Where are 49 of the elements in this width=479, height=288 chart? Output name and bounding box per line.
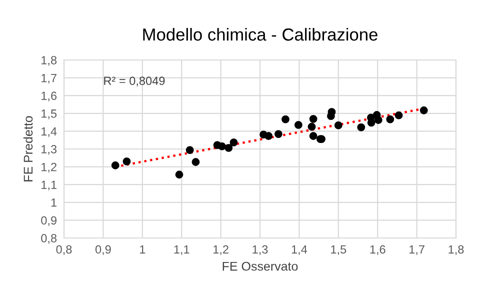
point xyxy=(394,111,403,120)
x-tick-label: 1,2 xyxy=(213,245,228,256)
point xyxy=(111,161,120,170)
y-tick-label: 1 xyxy=(51,198,56,207)
point xyxy=(274,130,282,138)
point xyxy=(334,121,342,130)
y-tick-label: 1,7 xyxy=(42,74,56,84)
point xyxy=(386,115,394,124)
x-tick-label: 1,3 xyxy=(252,245,268,256)
point xyxy=(420,106,428,114)
x-tick-label: 0,8 xyxy=(56,245,72,256)
y-tick-label: 1,6 xyxy=(42,92,57,102)
y-tick-label: 1,4 xyxy=(42,127,57,137)
point xyxy=(122,158,131,166)
x-tick-label: 1,7 xyxy=(409,245,424,256)
point xyxy=(309,114,318,123)
x-tick-label: 1 xyxy=(140,245,146,254)
point xyxy=(309,132,318,140)
point xyxy=(357,123,366,132)
y-tick-label: 1,3 xyxy=(42,145,57,155)
x-tick-label: 1,8 xyxy=(448,245,464,256)
x-tick-label: 1,5 xyxy=(331,245,346,256)
x-tick-label: 0,9 xyxy=(95,245,111,256)
chart-title: Modello chimica - Calibrazione xyxy=(143,28,378,41)
point xyxy=(218,142,226,150)
annotation: R² = 0,8049 xyxy=(104,76,165,86)
x-axis-title: FE Osservato xyxy=(222,262,298,271)
point xyxy=(192,158,200,166)
point xyxy=(294,121,302,129)
y-tick-label: 0,8 xyxy=(41,234,57,244)
y-tick-label: 1,2 xyxy=(42,162,56,173)
point xyxy=(308,122,316,131)
point xyxy=(374,116,382,124)
point xyxy=(264,132,273,140)
point xyxy=(186,146,194,154)
y-tick-label: 1,1 xyxy=(42,180,56,190)
y-tick-label: 1,8 xyxy=(42,56,57,66)
point xyxy=(175,170,184,179)
point xyxy=(224,144,233,152)
x-tick-label: 1,6 xyxy=(370,245,386,256)
y-tick-label: 1,5 xyxy=(42,110,57,120)
x-tick-label: 1,4 xyxy=(292,245,308,256)
y-axis-title: FE Predetto xyxy=(23,116,33,182)
point xyxy=(230,138,238,146)
y-tick-label: 0,9 xyxy=(41,216,56,226)
point xyxy=(367,118,376,127)
x-tick-label: 1,1 xyxy=(174,245,190,256)
point xyxy=(282,115,290,124)
point xyxy=(328,108,336,116)
